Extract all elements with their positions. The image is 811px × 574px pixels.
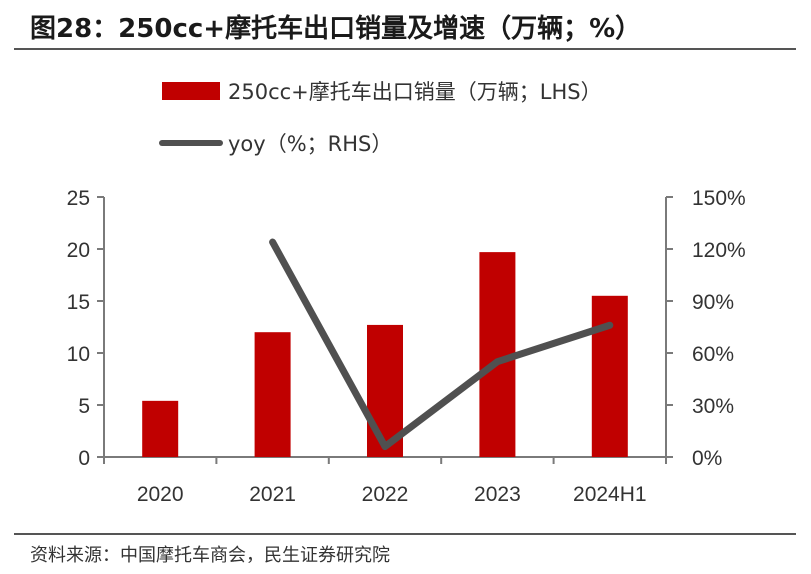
right-axis: 0% 30% 60% 90% 120% 150% <box>665 187 746 470</box>
right-tick-label: 90% <box>692 291 734 314</box>
legend-line-label: yoy（%；RHS） <box>228 132 392 156</box>
bar <box>142 400 179 457</box>
x-tick-label: 2020 <box>137 483 184 506</box>
right-tick-label: 150% <box>692 187 746 210</box>
x-axis: 2020 2021 2022 2023 2024H1 <box>103 456 667 506</box>
bar-series <box>142 252 628 457</box>
yoy-line <box>269 238 614 451</box>
right-tick-label: 0% <box>692 447 722 470</box>
left-tick-label: 0 <box>78 447 90 470</box>
x-tick-label: 2023 <box>474 483 521 506</box>
right-tick-label: 60% <box>692 343 734 366</box>
left-tick-label: 15 <box>67 291 90 314</box>
x-tick-label: 2022 <box>362 483 409 506</box>
left-tick-label: 10 <box>67 343 90 366</box>
right-tick-label: 30% <box>692 395 734 418</box>
legend-bar-swatch <box>162 82 220 100</box>
title-divider <box>14 48 796 50</box>
line-series <box>269 238 614 451</box>
x-tick-label: 2021 <box>249 483 296 506</box>
left-tick-label: 20 <box>67 239 90 262</box>
chart-title: 图28：250cc+摩托车出口销量及增速（万辆；%） <box>30 14 642 44</box>
left-axis: 0 5 10 15 20 25 <box>67 187 105 470</box>
x-tick-label: 2024H1 <box>573 483 647 506</box>
bar <box>254 332 291 457</box>
source-divider <box>14 533 796 535</box>
bar <box>591 295 628 457</box>
left-tick-label: 25 <box>67 187 90 210</box>
left-tick-label: 5 <box>78 395 90 418</box>
right-tick-label: 120% <box>692 239 746 262</box>
legend: 250cc+摩托车出口销量（万辆；LHS） yoy（%；RHS） <box>159 80 602 156</box>
legend-bar-label: 250cc+摩托车出口销量（万辆；LHS） <box>228 80 602 104</box>
source-note: 资料来源：中国摩托车商会，民生证券研究院 <box>30 545 390 566</box>
